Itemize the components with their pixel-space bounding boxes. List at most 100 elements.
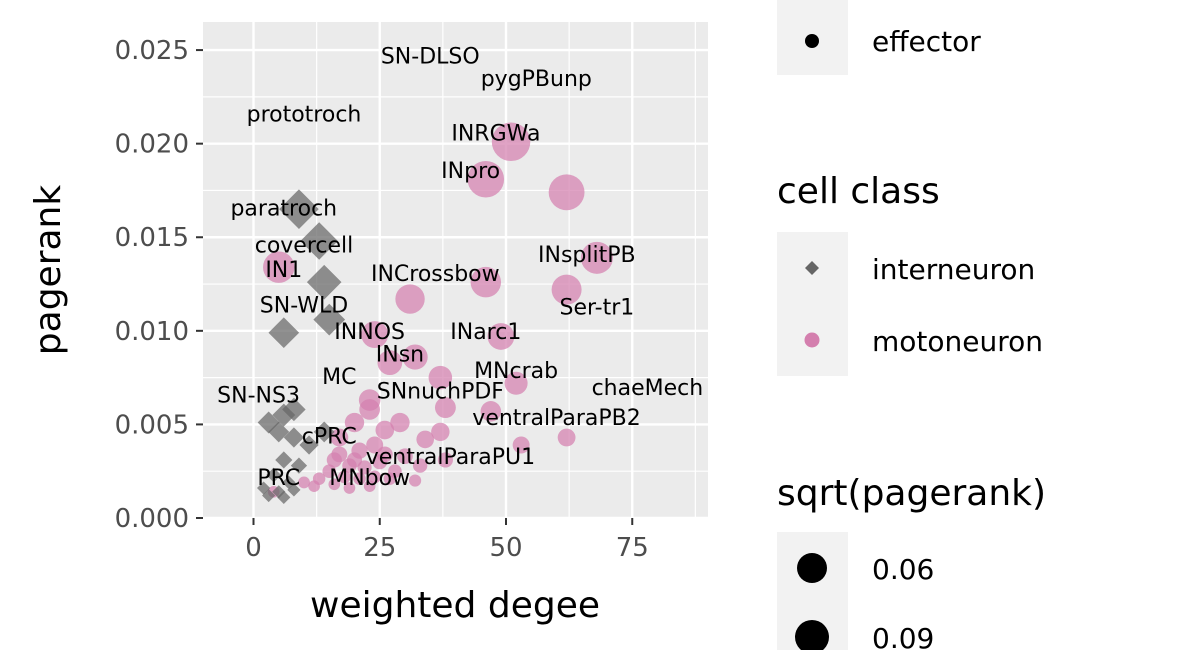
legend-size-small-label: 0.06 — [872, 553, 934, 586]
motoneuron-point — [397, 448, 413, 465]
motoneuron-point — [491, 122, 531, 162]
interneuron-point — [275, 451, 293, 469]
point-label: MNbow — [329, 466, 410, 491]
point-label: IN1 — [265, 258, 302, 283]
motoneuron-point — [328, 478, 341, 491]
motoneuron-point — [504, 371, 528, 395]
point-label: chaeMech — [592, 376, 704, 401]
x-axis: 0 25 50 75 — [245, 518, 649, 563]
motoneuron-point — [548, 174, 585, 211]
motoneuron-circle-icon — [804, 332, 820, 348]
motoneuron-point — [487, 323, 515, 350]
legend-effector-label: effector — [872, 25, 981, 58]
point-label: ventralParaPB2 — [472, 406, 640, 431]
x-tick-label: 0 — [245, 533, 262, 563]
motoneuron-point — [428, 365, 453, 390]
legend-key-bg — [777, 232, 848, 376]
motoneuron-point — [263, 251, 295, 283]
motoneuron-point — [331, 446, 348, 463]
point-label: PRC — [257, 466, 300, 491]
y-tick-label: 0.025 — [115, 36, 189, 66]
motoneuron-point — [346, 452, 363, 468]
legend-size: sqrt(pagerank) 0.06 0.09 — [777, 473, 1046, 650]
motoneuron-point — [412, 458, 428, 473]
motoneuron-point — [557, 428, 576, 447]
motoneuron-point — [580, 241, 613, 274]
point-label: prototroch — [247, 103, 362, 128]
point-label: covercell — [255, 234, 354, 259]
motoneuron-point — [361, 321, 389, 349]
point-label: SNnuchPDF — [377, 380, 504, 405]
point-label: INNOS — [334, 320, 405, 345]
motoneuron-point — [368, 470, 382, 484]
legend-motoneuron-label: motoneuron — [872, 325, 1043, 358]
interneuron-point — [313, 421, 335, 443]
interneuron-point — [279, 189, 319, 229]
motoneuron-point — [402, 344, 428, 370]
motoneuron-point — [480, 401, 502, 422]
point-label: paratroch — [230, 196, 337, 221]
point-label: INRGWa — [451, 121, 540, 146]
interneuron-point — [290, 457, 308, 474]
legend-size-title: sqrt(pagerank) — [777, 473, 1046, 514]
motoneuron-point — [375, 420, 395, 440]
point-label: pygPBunp — [481, 67, 592, 92]
size-small-circle-icon — [797, 553, 827, 583]
motoneuron-point — [512, 436, 530, 454]
point-label: MC — [322, 365, 356, 390]
legend-effector-dot — [805, 34, 819, 48]
motoneuron-point — [344, 412, 365, 433]
legend-size-large-label: 0.09 — [872, 622, 934, 650]
y-axis-title: pagerank — [28, 185, 69, 356]
y-tick-label: 0.000 — [115, 504, 189, 534]
motoneuron-point — [376, 446, 393, 463]
motoneuron-point — [416, 430, 435, 449]
motoneuron-point — [363, 480, 376, 493]
interneuron-point — [282, 397, 306, 422]
x-tick-label: 50 — [489, 533, 522, 563]
y-tick-label: 0.010 — [115, 317, 189, 347]
interneuron-diamond-icon — [805, 261, 819, 275]
point-label: INsn — [376, 342, 424, 367]
point-label: INCrossbow — [371, 262, 500, 287]
interneuron-point — [306, 264, 342, 300]
legend-interneuron-label: interneuron — [872, 253, 1035, 286]
interneuron-point — [268, 317, 300, 349]
interneuron-point — [277, 490, 291, 505]
size-large-circle-icon — [795, 620, 829, 650]
motoneuron-point — [330, 428, 349, 447]
interneuron-point — [268, 421, 290, 443]
motoneuron-point — [470, 266, 502, 298]
y-tick-label: 0.005 — [115, 410, 189, 440]
motoneuron-point — [343, 482, 356, 494]
motoneuron-point — [551, 274, 582, 305]
y-tick-label: 0.020 — [115, 130, 189, 160]
interneuron-point — [283, 427, 304, 448]
motoneuron-point — [357, 460, 372, 475]
legend-cell-class-title: cell class — [777, 171, 940, 212]
point-label: SN-DLSO — [381, 45, 480, 70]
point-label: INpro — [441, 159, 500, 184]
x-tick-label: 75 — [616, 533, 649, 563]
legend-cell-class: cell class interneuron motoneuron — [777, 171, 1043, 376]
x-axis-title: weighted degee — [310, 585, 600, 626]
point-label: INarc1 — [450, 320, 521, 345]
x-tick-label: 25 — [363, 533, 396, 563]
motoneuron-point — [298, 476, 310, 489]
point-label: Ser-tr1 — [560, 295, 635, 320]
motoneuron-point — [383, 472, 397, 485]
motoneuron-point — [359, 399, 380, 420]
y-tick-label: 0.015 — [115, 223, 189, 253]
point-label: SN-WLD — [260, 294, 348, 319]
motoneuron-point — [322, 464, 337, 478]
motoneuron-point — [395, 284, 425, 314]
motoneuron-point — [431, 422, 450, 442]
motoneuron-point — [353, 472, 366, 485]
motoneuron-point — [434, 397, 456, 419]
motoneuron-point — [390, 412, 410, 433]
interneuron-point — [287, 483, 301, 497]
interneuron-point — [313, 303, 346, 336]
point-label: ventralParaPU1 — [366, 445, 535, 470]
